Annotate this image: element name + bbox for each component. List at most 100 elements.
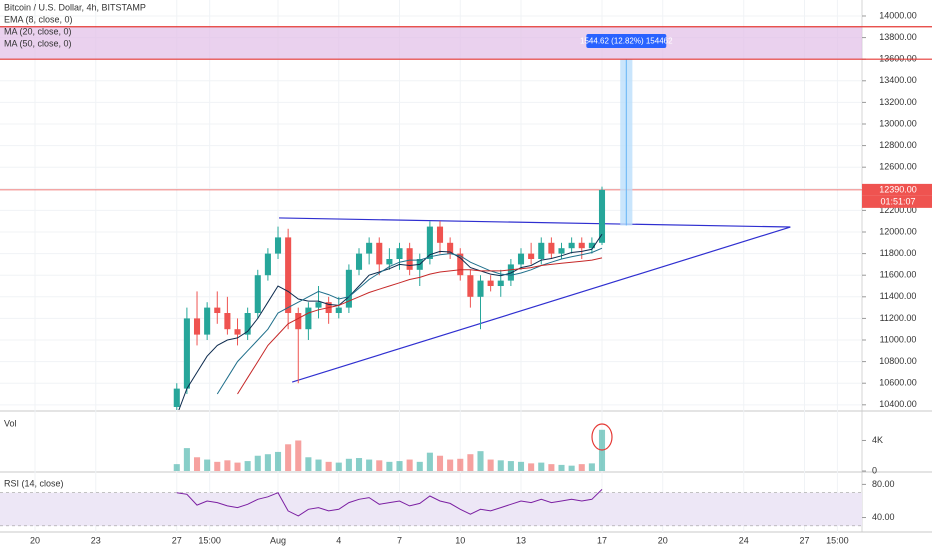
x-tick-label: 27 bbox=[799, 535, 809, 545]
axes: 20 23 27 15:00 Aug 4 7 10 13 17 20 24 27 15:00 10400.0… bbox=[30, 10, 917, 545]
y-tick-label: 11000.00 bbox=[880, 334, 917, 344]
volume-bar bbox=[406, 459, 413, 471]
x-tick-label: 20 bbox=[30, 535, 40, 545]
ma-line bbox=[216, 247, 603, 395]
volume-bar bbox=[447, 459, 454, 471]
volume-bar bbox=[193, 457, 201, 471]
volume-bar bbox=[355, 458, 363, 471]
trendline bbox=[279, 217, 791, 228]
rsi-tick-label: 40.00 bbox=[872, 512, 895, 522]
candle-body bbox=[224, 313, 231, 330]
candle-body bbox=[447, 242, 454, 254]
ma-line bbox=[178, 233, 603, 410]
y-tick-label: 10400.00 bbox=[879, 399, 917, 409]
candle-body bbox=[497, 280, 504, 287]
candle-body bbox=[234, 329, 241, 335]
last-price-badge bbox=[862, 183, 932, 196]
volume-bar bbox=[285, 444, 292, 471]
y-tick-label: 14000.00 bbox=[879, 10, 917, 20]
last-price-label: 12390.00 bbox=[879, 184, 917, 194]
candle-body bbox=[406, 248, 413, 270]
ma-line bbox=[237, 257, 603, 395]
candle-body bbox=[436, 226, 444, 243]
countdown: 01:51:07 bbox=[880, 196, 915, 206]
candle-body bbox=[355, 253, 363, 270]
trendline bbox=[292, 226, 791, 383]
x-tick-label: 7 bbox=[397, 535, 402, 545]
candle-body bbox=[487, 280, 494, 287]
resistance-zone bbox=[0, 26, 862, 60]
volume-bar bbox=[264, 454, 271, 471]
x-tick-label: 23 bbox=[91, 535, 101, 545]
candle-body bbox=[548, 242, 555, 254]
candle-body bbox=[386, 259, 393, 265]
volume-bar bbox=[528, 463, 535, 471]
x-tick-label: 4 bbox=[336, 535, 341, 545]
volume-bar bbox=[386, 461, 393, 471]
volume-bar bbox=[325, 461, 332, 471]
volume-bar bbox=[173, 464, 180, 471]
volume-bar bbox=[588, 463, 595, 471]
candle-body bbox=[204, 307, 211, 335]
candle-body bbox=[214, 307, 221, 314]
candle-body bbox=[315, 302, 322, 308]
rsi-label: RSI (14, close) bbox=[4, 478, 64, 488]
x-tick-label: 20 bbox=[658, 535, 668, 545]
countdown-badge bbox=[862, 195, 932, 208]
candle-body bbox=[244, 313, 251, 335]
candle-body bbox=[366, 242, 373, 254]
volume-bar bbox=[548, 464, 555, 471]
volume-bar bbox=[426, 452, 433, 471]
y-tick-label: 10800.00 bbox=[879, 356, 917, 366]
y-tick-label: 13800.00 bbox=[879, 32, 917, 42]
volume-bar bbox=[234, 462, 241, 471]
y-tick-label: 13000.00 bbox=[879, 118, 917, 128]
volume-bar bbox=[305, 457, 312, 471]
price-pane bbox=[0, 26, 862, 410]
volume-bar bbox=[436, 455, 444, 471]
candle-body bbox=[173, 388, 180, 407]
volume-bar bbox=[477, 451, 484, 471]
candle-body bbox=[183, 318, 190, 389]
x-tick-label: 10 bbox=[455, 535, 465, 545]
y-tick-label: 12000.00 bbox=[879, 226, 917, 236]
volume-bar bbox=[497, 460, 504, 471]
y-tick-label: 10600.00 bbox=[879, 378, 917, 388]
volume-bar bbox=[376, 460, 383, 471]
candle-body bbox=[426, 226, 433, 260]
y-tick-label: 11800.00 bbox=[880, 248, 917, 258]
volume-bar bbox=[416, 461, 423, 471]
rsi-tick-label: 80.00 bbox=[872, 479, 895, 489]
candle-body bbox=[396, 248, 403, 260]
x-tick-label: 15:00 bbox=[198, 535, 221, 545]
volume-bar bbox=[183, 448, 190, 471]
x-tick-label: 24 bbox=[739, 535, 749, 545]
volume-bar bbox=[295, 440, 302, 471]
candle-body bbox=[376, 242, 383, 265]
y-tick-label: 11200.00 bbox=[880, 313, 917, 323]
volume-bar bbox=[315, 459, 322, 471]
candle-body bbox=[568, 242, 575, 249]
x-tick-label: 17 bbox=[597, 535, 607, 545]
volume-bar bbox=[224, 460, 231, 471]
candle-body bbox=[193, 318, 201, 335]
candle-body bbox=[467, 275, 474, 297]
y-tick-label: 13600.00 bbox=[879, 54, 917, 64]
volume-tick-label: 0 bbox=[872, 465, 877, 475]
candle-body bbox=[305, 307, 312, 330]
volume-bar bbox=[396, 461, 403, 471]
volume-bar bbox=[254, 455, 261, 471]
legend-entry: MA (20, close, 0) bbox=[4, 26, 72, 36]
volume-bar bbox=[517, 461, 525, 471]
rsi-line bbox=[176, 489, 603, 517]
y-tick-label: 12800.00 bbox=[879, 140, 917, 150]
candle-body bbox=[285, 237, 292, 314]
candle-body bbox=[254, 275, 261, 314]
rsi-band bbox=[0, 492, 862, 526]
volume-label: Vol bbox=[4, 418, 17, 428]
y-tick-label: 13400.00 bbox=[879, 75, 917, 85]
volume-bar bbox=[507, 461, 514, 471]
candle-body bbox=[578, 242, 585, 249]
legend-entry: EMA (8, close, 0) bbox=[4, 14, 73, 24]
